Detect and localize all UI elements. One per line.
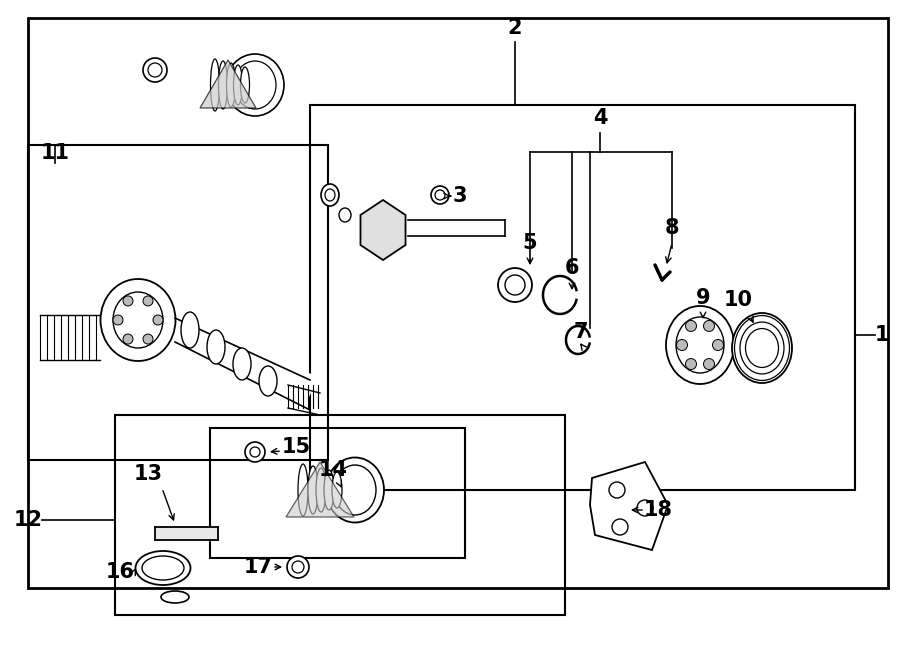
Circle shape [431, 186, 449, 204]
Circle shape [245, 442, 265, 462]
Circle shape [143, 334, 153, 344]
Circle shape [123, 334, 133, 344]
Circle shape [113, 315, 123, 325]
Bar [310, 105, 855, 490]
Ellipse shape [332, 472, 342, 508]
Bar [28, 18, 888, 588]
Ellipse shape [732, 313, 792, 383]
Circle shape [123, 296, 133, 306]
Circle shape [713, 340, 724, 350]
Text: 15: 15 [282, 437, 310, 457]
Circle shape [505, 275, 525, 295]
Circle shape [637, 500, 653, 516]
Ellipse shape [298, 464, 308, 516]
Polygon shape [286, 462, 354, 517]
Ellipse shape [308, 466, 318, 514]
Ellipse shape [207, 330, 225, 364]
Text: 14: 14 [319, 460, 347, 480]
Polygon shape [590, 462, 668, 550]
Text: 6: 6 [565, 258, 580, 278]
Ellipse shape [321, 184, 339, 206]
Ellipse shape [339, 208, 351, 222]
Text: 18: 18 [644, 500, 672, 520]
Circle shape [143, 58, 167, 82]
Text: 7: 7 [574, 322, 589, 342]
Circle shape [435, 190, 445, 200]
Circle shape [677, 340, 688, 350]
Circle shape [498, 268, 532, 302]
Ellipse shape [316, 468, 326, 512]
Ellipse shape [233, 65, 242, 105]
Bar [28, 145, 328, 460]
Ellipse shape [259, 366, 277, 396]
Circle shape [292, 561, 304, 573]
Ellipse shape [227, 63, 236, 107]
Polygon shape [155, 527, 218, 540]
Ellipse shape [181, 312, 199, 348]
Ellipse shape [219, 61, 228, 109]
Ellipse shape [240, 67, 249, 103]
Circle shape [704, 321, 715, 331]
Circle shape [686, 321, 697, 331]
Circle shape [704, 358, 715, 369]
Ellipse shape [101, 279, 176, 361]
Circle shape [143, 296, 153, 306]
Ellipse shape [136, 551, 191, 585]
Text: 16: 16 [105, 562, 134, 582]
Text: 11: 11 [40, 143, 69, 163]
Text: 1: 1 [875, 325, 889, 345]
Ellipse shape [226, 54, 284, 116]
Bar [210, 428, 465, 558]
Text: 17: 17 [244, 557, 273, 577]
Polygon shape [200, 60, 256, 108]
Text: 3: 3 [453, 186, 467, 206]
Circle shape [686, 358, 697, 369]
Text: 13: 13 [133, 464, 163, 484]
Text: 8: 8 [665, 218, 680, 238]
Ellipse shape [326, 457, 384, 522]
Polygon shape [361, 200, 406, 260]
Ellipse shape [666, 306, 734, 384]
Circle shape [287, 556, 309, 578]
Circle shape [612, 519, 628, 535]
Ellipse shape [324, 470, 334, 510]
Ellipse shape [211, 59, 220, 111]
Text: 10: 10 [724, 290, 752, 310]
Text: 5: 5 [523, 233, 537, 253]
Circle shape [609, 482, 625, 498]
Bar [115, 415, 565, 615]
Text: 2: 2 [508, 18, 522, 38]
Circle shape [148, 63, 162, 77]
Text: 9: 9 [696, 288, 710, 308]
Ellipse shape [233, 348, 251, 380]
Text: 4: 4 [593, 108, 608, 128]
Ellipse shape [161, 591, 189, 603]
Text: 12: 12 [14, 510, 42, 530]
Circle shape [250, 447, 260, 457]
Circle shape [153, 315, 163, 325]
